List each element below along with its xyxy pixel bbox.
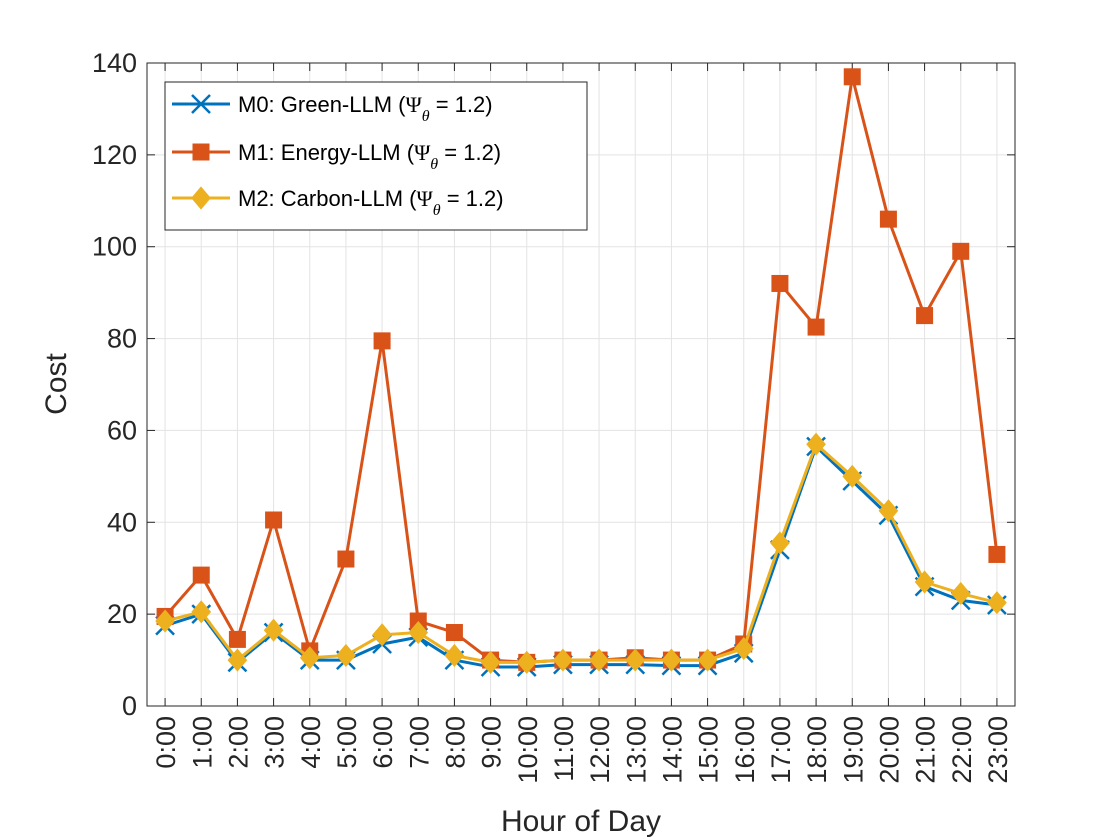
- x-tick-label: 7:00: [404, 716, 434, 769]
- legend-marker: [191, 94, 211, 114]
- x-tick-label: 12:00: [585, 716, 615, 784]
- legend-label: M2: Carbon-LLM (Ψθ = 1.2): [238, 186, 504, 219]
- data-point: [843, 68, 861, 86]
- data-point: [265, 511, 283, 529]
- data-point: [879, 210, 897, 228]
- x-tick-label: 23:00: [983, 716, 1013, 784]
- legend-label: M0: Green-LLM (Ψθ = 1.2): [238, 92, 493, 125]
- x-tick-label: 1:00: [187, 716, 217, 769]
- x-tick-label: 19:00: [838, 716, 868, 784]
- y-tick-label: 100: [92, 232, 137, 262]
- legend-entry-1: M1: Energy-LLM (Ψθ = 1.2): [172, 140, 501, 173]
- x-tick-label: 20:00: [874, 716, 904, 784]
- data-point: [553, 648, 573, 672]
- data-point: [771, 274, 789, 292]
- y-axis-title: Cost: [40, 352, 73, 414]
- legend-marker: [191, 186, 211, 210]
- data-point: [299, 646, 320, 670]
- data-point: [661, 648, 682, 672]
- data-point: [950, 581, 971, 606]
- x-axis-title: Hour of Day: [501, 805, 661, 838]
- x-tick-label: 18:00: [802, 716, 832, 784]
- data-point: [697, 648, 718, 672]
- x-tick-label: 15:00: [694, 716, 724, 784]
- data-point: [878, 499, 899, 523]
- data-point: [263, 618, 284, 642]
- x-tick-label: 0:00: [151, 716, 181, 769]
- data-point: [191, 600, 212, 624]
- x-tick-labels: 0:00 1:00 2:00 3:00 4:00 5:00 6:00 7:00 8:00 9:00…: [151, 716, 1013, 784]
- series-2: [155, 432, 1007, 674]
- x-tick-label: 10:00: [513, 716, 543, 784]
- y-tick-label: 140: [92, 48, 137, 78]
- y-tick-label: 120: [92, 140, 137, 170]
- y-tick-label: 20: [107, 599, 137, 629]
- legend-entry-0: M0: Green-LLM (Ψθ = 1.2): [172, 92, 493, 125]
- x-tick-label: 17:00: [766, 716, 796, 784]
- data-point: [806, 432, 826, 456]
- x-tick-label: 8:00: [440, 716, 470, 769]
- data-point: [914, 570, 935, 594]
- x-tick-label: 14:00: [657, 716, 687, 784]
- x-tick-label: 22:00: [947, 716, 977, 784]
- x-tick-label: 13:00: [621, 716, 651, 784]
- y-tick-label: 40: [107, 507, 137, 537]
- data-point: [842, 464, 863, 488]
- data-point: [952, 242, 970, 260]
- data-point: [516, 650, 537, 674]
- data-point: [480, 650, 501, 674]
- y-tick-label: 60: [107, 415, 137, 445]
- data-point: [987, 591, 1007, 615]
- x-tick-label: 21:00: [911, 716, 941, 784]
- data-point: [373, 332, 391, 350]
- x-tick-label: 16:00: [730, 716, 760, 784]
- data-point: [916, 307, 934, 325]
- x-tick-label: 5:00: [332, 716, 362, 769]
- data-point: [192, 566, 210, 584]
- y-tick-labels: 0 20 40 60 80 100 120 140: [92, 48, 137, 721]
- data-point: [733, 637, 754, 661]
- x-tick-label: 4:00: [296, 716, 326, 769]
- data-point: [336, 643, 356, 668]
- data-point: [589, 648, 609, 672]
- data-point: [228, 630, 246, 648]
- data-point: [770, 531, 790, 555]
- data-point: [155, 609, 175, 633]
- data-point: [445, 624, 463, 642]
- data-point: [372, 623, 392, 647]
- data-point: [227, 648, 248, 672]
- legend: M0: Green-LLM (Ψθ = 1.2) M1: Energy-LLM (…: [164, 81, 588, 231]
- legend-label: M1: Energy-LLM (Ψθ = 1.2): [238, 140, 501, 173]
- legend-marker: [192, 143, 210, 161]
- x-tick-label: 9:00: [477, 716, 507, 769]
- x-tick-label: 11:00: [549, 716, 579, 782]
- series-layer: [155, 68, 1007, 677]
- series-line: [164, 442, 998, 664]
- data-point: [807, 318, 825, 336]
- y-tick-label: 80: [107, 324, 137, 354]
- data-point: [988, 545, 1006, 563]
- axis-ticks: [147, 62, 1015, 707]
- plot-border: [146, 62, 1016, 707]
- x-tick-label: 2:00: [223, 716, 253, 769]
- legend-box: [164, 81, 588, 231]
- data-point: [444, 643, 465, 668]
- y-tick-label: 0: [122, 691, 137, 721]
- x-tick-label: 6:00: [368, 716, 398, 769]
- data-point: [408, 620, 429, 645]
- legend-entry-2: M2: Carbon-LLM (Ψθ = 1.2): [172, 186, 504, 219]
- data-point: [625, 648, 646, 672]
- data-point: [337, 550, 355, 568]
- x-tick-label: 3:00: [260, 716, 290, 769]
